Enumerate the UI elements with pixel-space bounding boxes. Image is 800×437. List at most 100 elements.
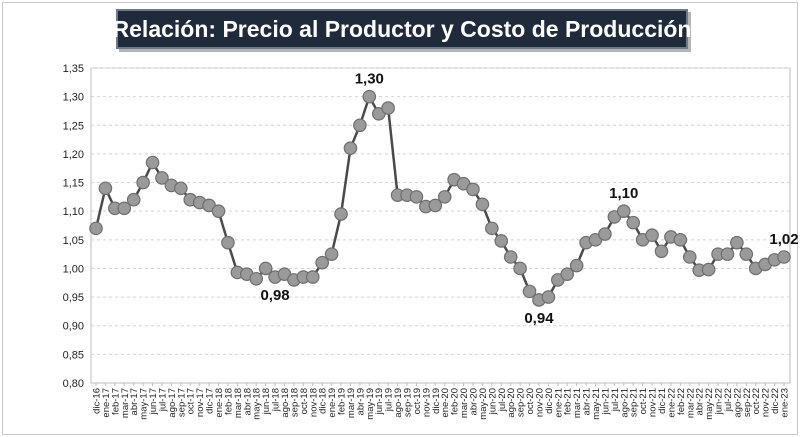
data-point (98, 181, 113, 196)
x-tick-label: jul-17 (157, 388, 168, 412)
data-point (174, 181, 188, 196)
y-tick-label: 1,15 (63, 178, 84, 190)
x-tick-label: ago-21 (619, 388, 630, 418)
y-tick-label: 0,80 (63, 378, 84, 390)
x-tick-label: mar-19 (346, 388, 357, 418)
data-point (155, 171, 169, 185)
x-tick-label: jul-18 (271, 388, 282, 412)
x-tick-label: mar-17 (120, 388, 131, 418)
y-tick-label: 1,00 (63, 263, 84, 275)
data-point (541, 290, 556, 304)
x-tick-label: nov-17 (195, 388, 206, 417)
data-point (485, 221, 499, 236)
data-point (569, 258, 584, 273)
x-tick-label: abr-19 (355, 388, 366, 415)
y-tick-label: 1,30 (63, 92, 84, 104)
x-tick-label: jul-20 (497, 388, 508, 412)
chart-title: Relación: Precio al Productor y Costo de… (112, 15, 692, 42)
data-point (494, 234, 509, 248)
y-tick-label: 1,20 (63, 149, 84, 161)
x-tick-label: oct-20 (525, 388, 536, 414)
data-point (739, 247, 754, 261)
y-tick-label: 0,90 (63, 321, 84, 333)
x-tick-label: oct-19 (412, 388, 423, 414)
data-point (409, 190, 424, 204)
data-point (381, 101, 395, 115)
x-tick-label: oct-17 (186, 388, 197, 414)
x-tick-label: sep-19 (403, 388, 414, 417)
x-tick-label: sep-17 (176, 388, 187, 417)
x-tick-label: dic-21 (657, 388, 668, 414)
x-tick-label: jun-20 (487, 388, 498, 415)
data-point (701, 262, 716, 277)
x-tick-label: jun-17 (148, 388, 159, 415)
x-tick-label: jul-19 (384, 388, 395, 412)
data-point (616, 204, 631, 218)
x-tick-label: jun-18 (261, 388, 272, 415)
data-label: 1,30 (355, 71, 384, 88)
data-point (334, 207, 348, 221)
x-tick-label: nov-19 (421, 388, 432, 417)
series-group (89, 89, 791, 307)
y-tick-label: 1,35 (63, 63, 84, 75)
data-point (362, 89, 377, 104)
x-tick-label: dic-20 (544, 388, 555, 414)
x-tick-label: dic-16 (92, 388, 103, 414)
data-point (145, 155, 160, 170)
chart-title-box: Relación: Precio al Productor y Costo de… (113, 9, 691, 49)
data-point (475, 197, 490, 212)
x-tick-label: ago-20 (506, 388, 517, 418)
annotation-labels: 0,98 1,30 0,94 1,10 1,02 (260, 71, 798, 327)
x-tick-label: abr-22 (695, 388, 706, 415)
data-point (777, 250, 791, 264)
x-tick-label: jun-21 (600, 388, 611, 415)
data-point (466, 182, 480, 197)
x-tick-label: nov-18 (308, 388, 319, 417)
x-tick-label: jun-22 (714, 388, 725, 415)
x-tick-label: feb-18 (223, 388, 234, 415)
x-tick-label: mar-21 (572, 388, 583, 418)
x-tick-label: may-20 (478, 388, 489, 420)
x-tick-label: dic-17 (205, 388, 216, 414)
data-point (428, 198, 443, 213)
data-point (598, 227, 612, 241)
x-tick-label: ene-20 (440, 388, 451, 418)
x-tick-label: ene-21 (553, 388, 564, 418)
data-point (249, 271, 264, 286)
plot-area (90, 67, 791, 384)
x-tick-label: may-18 (252, 388, 263, 420)
x-tick-label: may-19 (365, 388, 376, 420)
data-label: 1,02 (769, 231, 798, 248)
x-tick-label: may-22 (704, 388, 715, 420)
x-tick-label: nov-22 (761, 388, 772, 417)
data-point (503, 250, 518, 264)
y-tick-label: 0,85 (63, 349, 84, 361)
data-point (343, 141, 358, 155)
x-tick-label: sep-21 (629, 388, 640, 417)
x-tick-label: abr-20 (468, 388, 479, 415)
data-point (560, 267, 575, 281)
x-tick-label: jul-22 (723, 388, 734, 412)
x-tick-label: feb-21 (563, 388, 574, 415)
data-point (626, 215, 641, 230)
data-point (89, 221, 103, 236)
data-label: 0,98 (260, 287, 289, 304)
data-point (126, 192, 141, 207)
x-tick-label: jun-19 (374, 388, 385, 415)
x-tick-label: ago-17 (167, 388, 178, 418)
x-tick-label: ene-23 (780, 388, 791, 418)
data-point (673, 233, 688, 247)
x-tick-label: sep-22 (742, 388, 753, 417)
y-tick-label: 1,10 (63, 206, 84, 218)
x-tick-label: feb-22 (676, 388, 687, 415)
x-tick-label: ago-22 (732, 388, 743, 418)
y-tick-label: 0,95 (63, 292, 84, 304)
data-point (353, 118, 367, 133)
data-point (221, 235, 235, 250)
data-point (720, 247, 735, 261)
x-tick-label: dic-18 (318, 388, 329, 414)
x-tick-label: ene-22 (666, 388, 677, 418)
x-tick-label: ago-18 (280, 388, 291, 418)
data-label: 1,10 (609, 185, 638, 202)
x-tick-label: may-17 (139, 388, 150, 420)
